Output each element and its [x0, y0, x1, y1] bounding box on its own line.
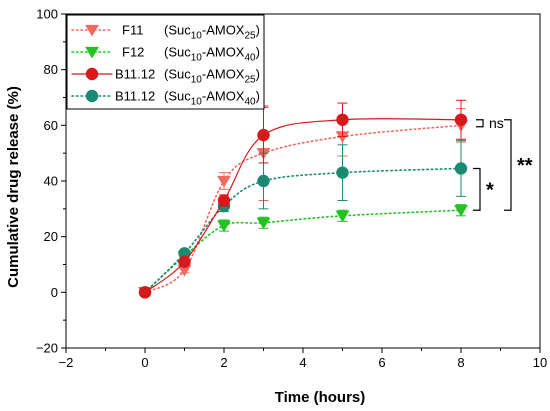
series-line: [144, 167, 462, 294]
data-point: [336, 166, 349, 179]
legend-series-name: F12: [122, 45, 144, 60]
data-point: [85, 67, 99, 81]
y-tick-label: 100: [36, 7, 58, 22]
data-point: [335, 210, 350, 223]
series-layer: [138, 99, 468, 299]
data-point: [454, 205, 468, 217]
formulation-end: ): [256, 67, 260, 82]
legend-formulation: (Suc10-AMOX40): [164, 45, 260, 64]
formulation-subscript: 10: [191, 53, 203, 64]
legend-formulation: (Suc10-AMOX25): [164, 23, 260, 42]
data-point: [85, 89, 99, 103]
series-b11-12-25: [138, 99, 468, 299]
single-star-bracket: [473, 167, 481, 211]
x-axis-label: Time (hours): [275, 389, 366, 406]
series-line: [144, 118, 462, 293]
series-f11-25: [138, 105, 468, 299]
legend-entry: B11.12 (Suc10-AMOX25): [71, 67, 260, 86]
formulation-subscript: 40: [244, 97, 256, 108]
legend-formulation: (Suc10-AMOX40): [164, 89, 260, 108]
series-line: [144, 124, 462, 294]
legend-series-name: B11.12: [115, 89, 155, 104]
y-tick-label: 20: [44, 229, 58, 244]
legend-entry: F11 (Suc10-AMOX25): [71, 23, 260, 42]
y-tick-label: 0: [51, 285, 58, 300]
x-tick-label: −2: [59, 355, 74, 370]
y-tick-label: −20: [36, 341, 58, 356]
legend-series-name: B11.12: [115, 67, 155, 82]
x-tick-label: 4: [299, 355, 306, 370]
legend-series-name: F11: [122, 23, 143, 38]
formulation-subscript: 40: [244, 53, 256, 64]
formulation-subscript: 10: [191, 97, 203, 108]
formulation-subscript: 10: [191, 75, 203, 86]
single-star-label: *: [486, 179, 494, 201]
significance-annotations: ns***: [473, 115, 533, 211]
data-point: [217, 194, 231, 207]
data-point: [257, 174, 270, 188]
data-point: [85, 46, 99, 59]
legend: F11 (Suc10-AMOX25)F12 (Suc10-AMOX40)B11.12…: [66, 14, 265, 110]
x-tick-label: 6: [378, 355, 385, 370]
x-tick-label: 8: [457, 355, 464, 370]
double-star-label: **: [517, 155, 533, 177]
formulation-middle: -AMOX: [202, 89, 245, 104]
data-point: [217, 220, 231, 233]
data-point: [257, 128, 270, 142]
legend-entry: B11.12 (Suc10-AMOX40): [71, 89, 260, 108]
formulation-middle: -AMOX: [202, 23, 245, 38]
formulation-end: ): [256, 23, 260, 38]
x-tick-label: 10: [533, 355, 547, 370]
ns-label: ns: [489, 115, 504, 131]
formulation-base: (Suc: [164, 23, 191, 38]
data-point: [177, 264, 192, 277]
data-point: [85, 24, 99, 37]
x-tick-label: 2: [220, 355, 227, 370]
y-tick-label: 40: [44, 174, 58, 189]
data-point: [138, 286, 152, 299]
data-point: [256, 217, 271, 230]
formulation-middle: -AMOX: [202, 45, 245, 60]
formulation-subscript: 25: [244, 75, 256, 86]
formulation-subscript: 25: [244, 31, 256, 42]
data-point: [217, 175, 231, 188]
formulation-base: (Suc: [164, 45, 191, 60]
y-tick-label: 60: [44, 118, 58, 133]
formulation-base: (Suc: [164, 67, 191, 82]
x-tick-label: 0: [141, 355, 148, 370]
formulation-middle: -AMOX: [202, 67, 245, 82]
formulation-base: (Suc: [164, 89, 191, 104]
series-b11-12-40: [138, 140, 468, 299]
legend-formulation: (Suc10-AMOX25): [164, 67, 260, 86]
y-axis-label: Cumulative drug release (%): [5, 86, 22, 288]
data-point: [335, 131, 350, 144]
formulation-end: ): [256, 89, 260, 104]
double-star-bracket: [504, 119, 512, 211]
ns-bracket: [476, 119, 484, 128]
data-point: [454, 162, 468, 175]
formulation-subscript: 10: [191, 31, 203, 42]
data-point: [454, 113, 468, 126]
y-tick-label: 80: [44, 62, 58, 77]
legend-entry: F12 (Suc10-AMOX40): [71, 45, 260, 64]
data-point: [178, 255, 191, 268]
formulation-end: ): [256, 45, 260, 60]
data-point: [336, 113, 349, 126]
